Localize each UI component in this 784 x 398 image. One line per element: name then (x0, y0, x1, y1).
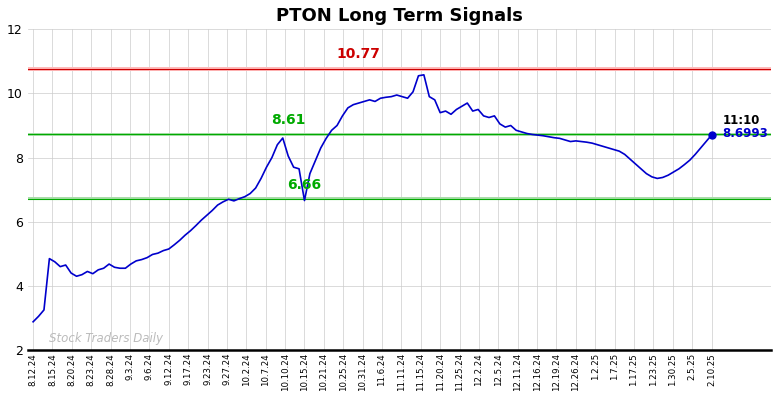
Title: PTON Long Term Signals: PTON Long Term Signals (276, 7, 523, 25)
Text: Stock Traders Daily: Stock Traders Daily (49, 332, 163, 345)
Text: 11:10: 11:10 (722, 114, 760, 127)
Text: 8.6993: 8.6993 (722, 127, 768, 140)
Text: 8.61: 8.61 (271, 113, 306, 127)
Bar (27, 197, 771, 201)
Text: 6.66: 6.66 (288, 178, 321, 192)
Bar (27, 133, 771, 136)
Bar (27, 67, 771, 71)
Text: 10.77: 10.77 (337, 47, 381, 61)
